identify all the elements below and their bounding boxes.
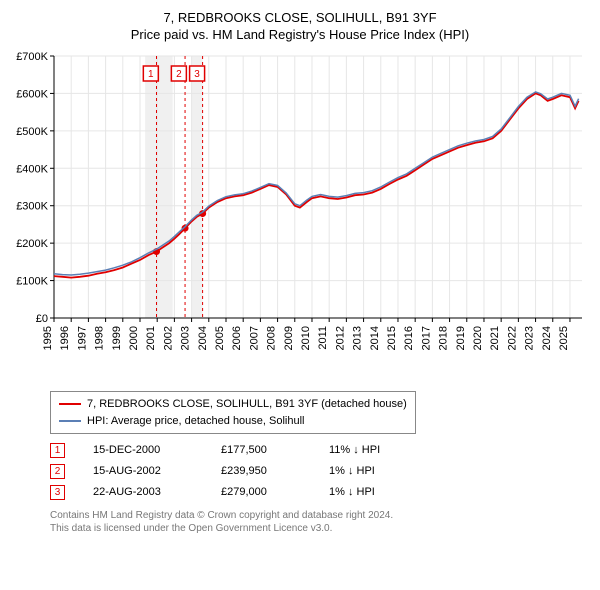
legend-label: 7, REDBROOKS CLOSE, SOLIHULL, B91 3YF (d… [87, 396, 407, 413]
svg-text:1: 1 [148, 69, 154, 80]
svg-text:£300K: £300K [16, 201, 48, 213]
svg-text:2025: 2025 [558, 326, 570, 350]
svg-text:1996: 1996 [59, 326, 71, 350]
svg-text:2022: 2022 [506, 326, 518, 350]
svg-text:2015: 2015 [386, 326, 398, 350]
sale-marker-icon: 3 [50, 485, 65, 500]
svg-text:2007: 2007 [248, 326, 260, 350]
sale-marker-icon: 2 [50, 464, 65, 479]
svg-text:2004: 2004 [197, 326, 209, 350]
svg-text:1995: 1995 [42, 326, 54, 350]
title-sub: Price paid vs. HM Land Registry's House … [12, 27, 588, 42]
svg-text:2020: 2020 [472, 326, 484, 350]
svg-text:2000: 2000 [128, 326, 140, 350]
legend-label: HPI: Average price, detached house, Soli… [87, 413, 305, 430]
svg-text:2016: 2016 [403, 326, 415, 350]
svg-text:£600K: £600K [16, 88, 48, 100]
svg-text:1998: 1998 [94, 326, 106, 350]
sale-diff: 1% ↓ HPI [329, 482, 419, 503]
svg-text:2009: 2009 [283, 326, 295, 350]
sale-price: £177,500 [221, 440, 301, 461]
svg-text:2018: 2018 [438, 326, 450, 350]
legend-swatch [59, 403, 81, 405]
legend-swatch [59, 420, 81, 422]
svg-text:2010: 2010 [300, 326, 312, 350]
chart: £0 £100K £200K £300K £400K £500K £600K £700K 199… [12, 50, 588, 385]
svg-text:2019: 2019 [455, 326, 467, 350]
sale-date: 22-AUG-2003 [93, 482, 193, 503]
svg-text:2006: 2006 [231, 326, 243, 350]
svg-text:2005: 2005 [214, 326, 226, 350]
svg-text:2: 2 [176, 69, 182, 80]
svg-text:£200K: £200K [16, 238, 48, 250]
sales-table: 1 15-DEC-2000 £177,500 11% ↓ HPI 2 15-AU… [50, 440, 588, 503]
svg-text:1999: 1999 [111, 326, 123, 350]
sale-price: £239,950 [221, 461, 301, 482]
sale-date: 15-DEC-2000 [93, 440, 193, 461]
svg-text:2011: 2011 [317, 326, 329, 350]
svg-text:2012: 2012 [334, 326, 346, 350]
svg-text:£500K: £500K [16, 126, 48, 138]
svg-text:2021: 2021 [489, 326, 501, 350]
sale-marker-icon: 1 [50, 443, 65, 458]
svg-text:2017: 2017 [420, 326, 432, 350]
sale-row: 2 15-AUG-2002 £239,950 1% ↓ HPI [50, 461, 588, 482]
sale-row: 3 22-AUG-2003 £279,000 1% ↓ HPI [50, 482, 588, 503]
footer-line: This data is licensed under the Open Gov… [50, 522, 588, 535]
legend: 7, REDBROOKS CLOSE, SOLIHULL, B91 3YF (d… [50, 391, 416, 434]
footer: Contains HM Land Registry data © Crown c… [50, 509, 588, 535]
svg-text:2024: 2024 [541, 326, 553, 350]
svg-text:£0: £0 [36, 313, 48, 325]
svg-text:2003: 2003 [180, 326, 192, 350]
legend-item: 7, REDBROOKS CLOSE, SOLIHULL, B91 3YF (d… [59, 396, 407, 413]
sale-price: £279,000 [221, 482, 301, 503]
svg-text:£100K: £100K [16, 276, 48, 288]
svg-text:3: 3 [194, 69, 200, 80]
chart-titles: 7, REDBROOKS CLOSE, SOLIHULL, B91 3YF Pr… [12, 10, 588, 42]
footer-line: Contains HM Land Registry data © Crown c… [50, 509, 588, 522]
svg-text:2008: 2008 [266, 326, 278, 350]
svg-text:2023: 2023 [524, 326, 536, 350]
svg-text:£400K: £400K [16, 163, 48, 175]
svg-text:2014: 2014 [369, 326, 381, 350]
line-chart-svg: £0 £100K £200K £300K £400K £500K £600K £700K 199… [12, 50, 588, 380]
sale-diff: 11% ↓ HPI [329, 440, 419, 461]
svg-text:2002: 2002 [162, 326, 174, 350]
sale-date: 15-AUG-2002 [93, 461, 193, 482]
svg-text:£700K: £700K [16, 51, 48, 63]
svg-text:1997: 1997 [76, 326, 88, 350]
legend-item: HPI: Average price, detached house, Soli… [59, 413, 407, 430]
title-main: 7, REDBROOKS CLOSE, SOLIHULL, B91 3YF [12, 10, 588, 25]
svg-text:2001: 2001 [145, 326, 157, 350]
sale-row: 1 15-DEC-2000 £177,500 11% ↓ HPI [50, 440, 588, 461]
sale-diff: 1% ↓ HPI [329, 461, 419, 482]
svg-text:2013: 2013 [352, 326, 364, 350]
